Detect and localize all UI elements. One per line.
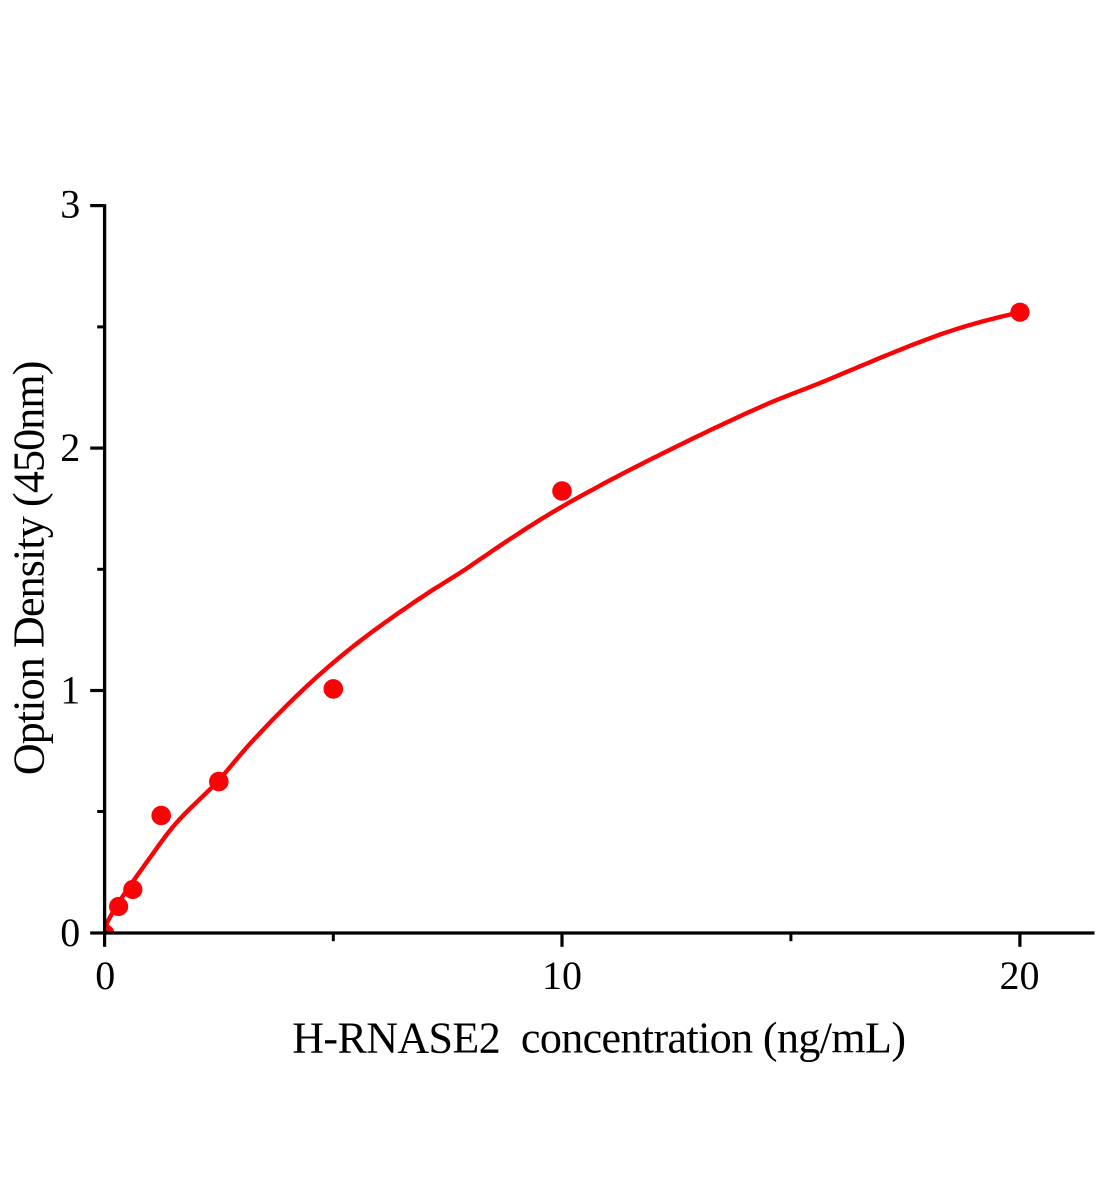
svg-text:2: 2 (60, 425, 80, 470)
svg-text:1: 1 (60, 668, 80, 713)
svg-text:H-RNASE2 concentration (ng/mL: H-RNASE2 concentration (ng/mL) (292, 1013, 905, 1062)
svg-text:10: 10 (542, 953, 582, 998)
svg-text:3: 3 (60, 182, 80, 227)
svg-text:20: 20 (1000, 953, 1040, 998)
svg-text:0: 0 (60, 910, 80, 955)
svg-text:Option Density (450nm): Option Density (450nm) (5, 361, 54, 775)
svg-text:0: 0 (95, 953, 115, 998)
